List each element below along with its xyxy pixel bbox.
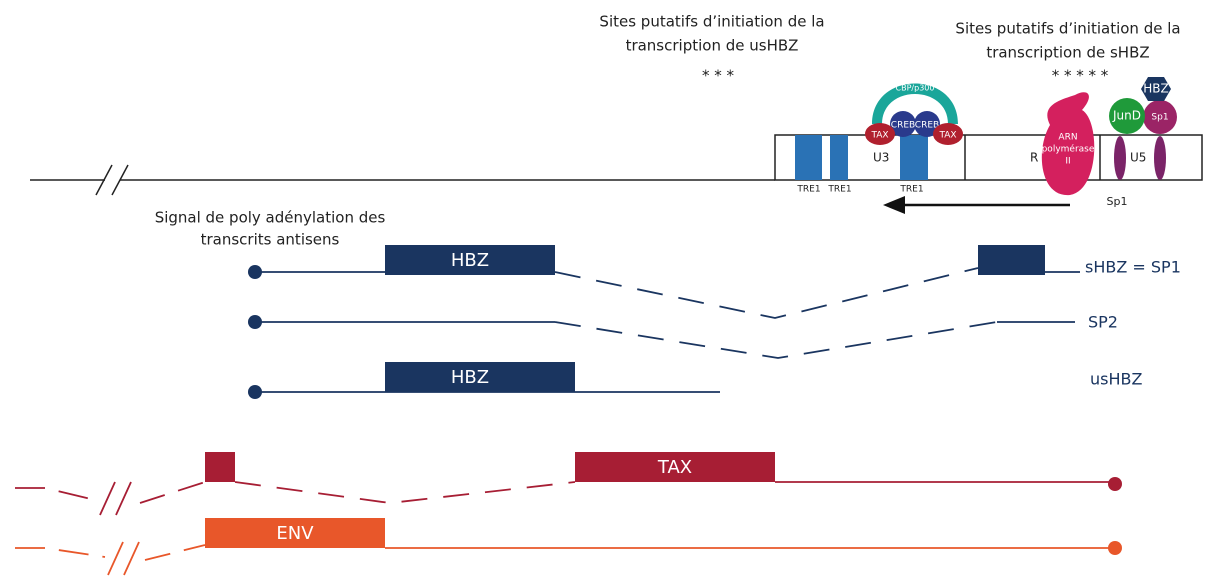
exon-label: ENV (276, 523, 314, 544)
exon-label: HBZ (451, 250, 489, 271)
stars-left: * * * (702, 67, 735, 85)
region-label: U3 (873, 151, 889, 165)
header-right-line: transcription de sHBZ (986, 44, 1149, 62)
polya-line: Signal de poly adénylation des (155, 209, 386, 227)
transcript-label: SP2 (1088, 313, 1118, 332)
polya-dot (248, 385, 262, 399)
exon (205, 452, 235, 482)
creb-label: CREB (891, 121, 915, 131)
tre-label: TRE1 (899, 185, 923, 195)
exon-label: TAX (657, 457, 692, 478)
sp1-bottom-label: Sp1 (1107, 195, 1128, 208)
end-dot (1108, 541, 1122, 555)
stars-right: * * * * * (1052, 67, 1109, 85)
tax-label: TAX (870, 131, 888, 141)
sp1-bottom (1154, 136, 1166, 180)
genome-line (30, 165, 775, 195)
polymerase-label: II (1065, 157, 1070, 167)
region-label: U5 (1130, 151, 1146, 165)
header-left-line: transcription de usHBZ (626, 37, 799, 55)
sp1-bottom (1114, 136, 1126, 180)
tax-label: TAX (938, 131, 956, 141)
polya-dot (248, 315, 262, 329)
transcript-label: usHBZ (1090, 370, 1142, 389)
transcript-sp2 (255, 322, 1075, 358)
diagram: Sites putatifs d’initiation de la transc… (0, 0, 1212, 579)
cbp-label: CBP/p300 (896, 84, 935, 93)
region-label: R (1030, 151, 1038, 165)
tre-label: TRE1 (796, 185, 820, 195)
polya-dot (248, 265, 262, 279)
polymerase-label: ARN (1058, 133, 1077, 143)
polya-line: transcrits antisens (201, 231, 340, 249)
polymerase-label: polymérase (1042, 144, 1095, 155)
tre-label: TRE1 (827, 185, 851, 195)
header-left-line: Sites putatifs d’initiation de la (599, 13, 824, 31)
sp1-top-label: Sp1 (1151, 113, 1168, 123)
transcript-shbz (255, 268, 1080, 318)
transcription-arrow (883, 196, 1070, 214)
transcript-label: sHBZ = SP1 (1085, 258, 1181, 277)
transcript-env (15, 542, 1115, 575)
transcript-tax (15, 482, 1115, 515)
exon-label: HBZ (451, 367, 489, 388)
exon (978, 245, 1045, 275)
jund-label: JunD (1112, 109, 1141, 123)
hbz-protein-label: HBZ (1143, 82, 1168, 96)
end-dot (1108, 477, 1122, 491)
header-right-line: Sites putatifs d’initiation de la (955, 20, 1180, 38)
